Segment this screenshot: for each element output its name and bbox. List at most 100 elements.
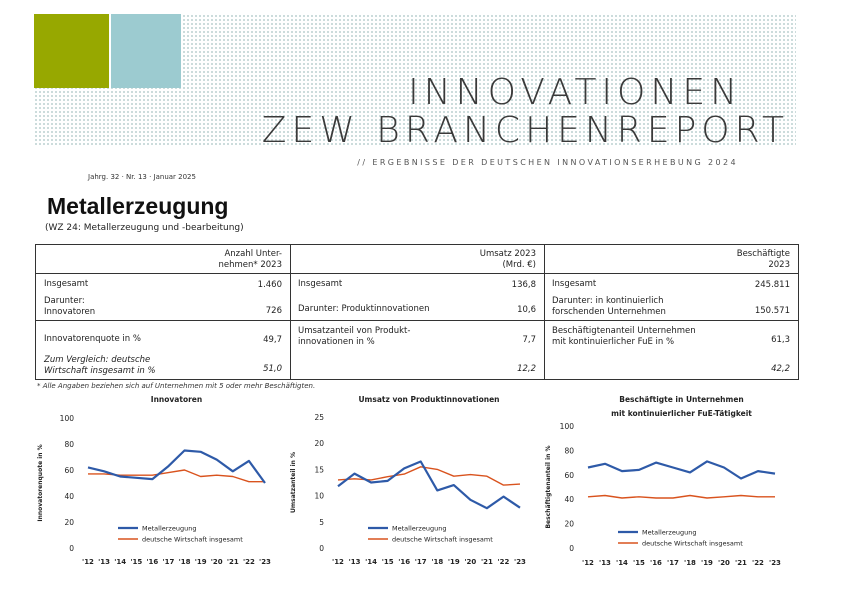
x-tick-label: '20 xyxy=(718,559,730,567)
x-tick-label: '20 xyxy=(211,558,223,566)
series-line xyxy=(587,460,776,480)
col1-header: Anzahl Unter- nehmen* 2023 xyxy=(218,249,282,270)
x-tick-label: '19 xyxy=(701,559,713,567)
col3-row4-value: 42,2 xyxy=(771,364,790,374)
series-line xyxy=(87,449,266,484)
chart-umsatz-svg: Umsatz von Produktinnovationen 0 5 10 15 20 25… xyxy=(290,395,526,566)
y-tick-label: 40 xyxy=(64,492,74,501)
legend-label: deutsche Wirtschaft insgesamt xyxy=(392,536,493,544)
x-tick-label: '23 xyxy=(514,558,526,566)
key-figures-table: Anzahl Unter- nehmen* 2023 Insgesamt 1.4… xyxy=(35,244,799,380)
chart-beschaeftigte-svg: Beschäftigte in Unternehmen mit kontinuie… xyxy=(545,395,781,567)
legend-label: Metallerzeugung xyxy=(642,529,696,537)
y-tick-label: 0 xyxy=(319,544,324,553)
x-tick-label: '17 xyxy=(667,559,679,567)
x-tick-label: '22 xyxy=(498,558,510,566)
col3-row3-label: Beschäftigtenanteil Unternehmen mit kont… xyxy=(552,326,696,347)
x-tick-label: '16 xyxy=(146,558,158,566)
col2-row4-value: 12,2 xyxy=(517,364,536,374)
y-tick-label: 60 xyxy=(64,466,74,475)
y-tick-label: 15 xyxy=(314,465,324,474)
chart-umsatz-produktinnovationen: Umsatz von Produktinnovationen 0 5 10 15 20 25… xyxy=(285,392,545,592)
chart-title: Innovatoren xyxy=(151,395,202,404)
x-tick-label: '15 xyxy=(633,559,645,567)
legend-label: deutsche Wirtschaft insgesamt xyxy=(142,536,243,544)
y-tick-label: 20 xyxy=(564,520,574,529)
chart-title: Umsatz von Produktinnovationen xyxy=(358,395,499,404)
y-tick-label: 80 xyxy=(64,440,74,449)
chart-innovatoren: Innovatoren 0 20 40 60 80 100 Innovatorenquote … xyxy=(30,392,290,592)
col1-row3-label: Innovatorenquote in % xyxy=(44,334,141,344)
y-tick-label: 100 xyxy=(560,422,575,431)
col1-row4-value: 51,0 xyxy=(263,364,282,374)
x-tick-label: '17 xyxy=(415,558,427,566)
x-tick-label: '18 xyxy=(179,558,191,566)
y-tick-label: 5 xyxy=(319,518,324,527)
x-tick-label: '21 xyxy=(481,558,493,566)
y-tick-label: 20 xyxy=(314,439,324,448)
x-tick-label: '13 xyxy=(599,559,611,567)
report-title-line1: INNOVATIONEN xyxy=(408,72,742,113)
page-subtitle: (WZ 24: Metallerzeugung und -bearbeitung… xyxy=(45,223,244,233)
col2-row2-label: Darunter: Produktinnovationen xyxy=(298,304,430,314)
col3-row2-label: Darunter: in kontinuierlich forschenden … xyxy=(552,296,666,317)
table-footnote: * Alle Angaben beziehen sich auf Unterne… xyxy=(37,382,316,390)
issue-info: Jahrg. 32 · Nr. 13 · Januar 2025 xyxy=(88,173,196,181)
y-axis-label: Innovatorenquote in % xyxy=(37,444,44,521)
col1-row3-value: 49,7 xyxy=(263,335,282,345)
col1-row2-label: Darunter: Innovatoren xyxy=(44,296,96,317)
y-axis-label: Umsatzanteil in % xyxy=(290,452,297,513)
chart-title-line2: mit kontinuierlicher FuE-Tätigkeit xyxy=(611,409,752,418)
col2-row3-label: Umsatzanteil von Produkt- innovationen i… xyxy=(298,326,411,347)
series-line xyxy=(88,469,265,483)
x-tick-label: '23 xyxy=(769,559,781,567)
x-tick-label: '16 xyxy=(650,559,662,567)
x-tick-label: '15 xyxy=(382,558,394,566)
x-tick-label: '20 xyxy=(464,558,476,566)
col1-row4-label: Zum Vergleich: deutsche Wirtschaft insge… xyxy=(44,355,156,376)
x-tick-label: '18 xyxy=(431,558,443,566)
col3-row3-value: 61,3 xyxy=(771,335,790,345)
x-tick-label: '12 xyxy=(82,558,94,566)
col3-row1-label: Insgesamt xyxy=(552,279,597,289)
col3-header: Beschäftigte 2023 xyxy=(736,249,790,270)
series-line xyxy=(337,460,521,510)
x-tick-label: '23 xyxy=(259,558,271,566)
col3-row2-value: 150.571 xyxy=(754,306,790,316)
x-tick-label: '22 xyxy=(243,558,255,566)
y-tick-label: 25 xyxy=(314,413,324,422)
x-tick-label: '15 xyxy=(130,558,142,566)
y-tick-label: 20 xyxy=(64,518,74,527)
x-tick-label: '13 xyxy=(349,558,361,566)
x-tick-label: '21 xyxy=(227,558,239,566)
y-tick-label: 40 xyxy=(564,495,574,504)
y-tick-label: 60 xyxy=(564,471,574,480)
x-tick-label: '18 xyxy=(684,559,696,567)
x-tick-label: '12 xyxy=(332,558,344,566)
col1-row1-value: 1.460 xyxy=(257,280,282,290)
x-tick-label: '19 xyxy=(195,558,207,566)
chart-innovatoren-svg: Innovatoren 0 20 40 60 80 100 Innovatorenquote … xyxy=(37,395,271,566)
x-tick-label: '22 xyxy=(752,559,764,567)
page-title: Metallerzeugung xyxy=(47,193,229,219)
y-tick-label: 0 xyxy=(569,544,574,553)
y-tick-label: 10 xyxy=(314,492,324,501)
logo-teal-block xyxy=(111,14,181,88)
x-tick-label: '12 xyxy=(582,559,594,567)
x-tick-label: '14 xyxy=(616,559,628,567)
legend-label: deutsche Wirtschaft insgesamt xyxy=(642,540,743,548)
series-line xyxy=(587,494,775,499)
col2-row2-value: 10,6 xyxy=(517,305,536,315)
col2-row1-value: 136,8 xyxy=(511,280,536,290)
legend-label: Metallerzeugung xyxy=(392,525,446,533)
report-title-line2: ZEW BRANCHENREPORT xyxy=(261,110,789,151)
legend-label: Metallerzeugung xyxy=(142,525,196,533)
chart-title: Beschäftigte in Unternehmen xyxy=(619,395,744,404)
x-tick-label: '19 xyxy=(448,558,460,566)
col1-row1-label: Insgesamt xyxy=(44,279,89,289)
y-tick-label: 80 xyxy=(564,446,574,455)
x-tick-label: '14 xyxy=(114,558,126,566)
y-axis-label: Beschäftigtenanteil in % xyxy=(545,445,552,528)
col1-row2-value: 726 xyxy=(265,306,282,316)
x-tick-label: '16 xyxy=(398,558,410,566)
